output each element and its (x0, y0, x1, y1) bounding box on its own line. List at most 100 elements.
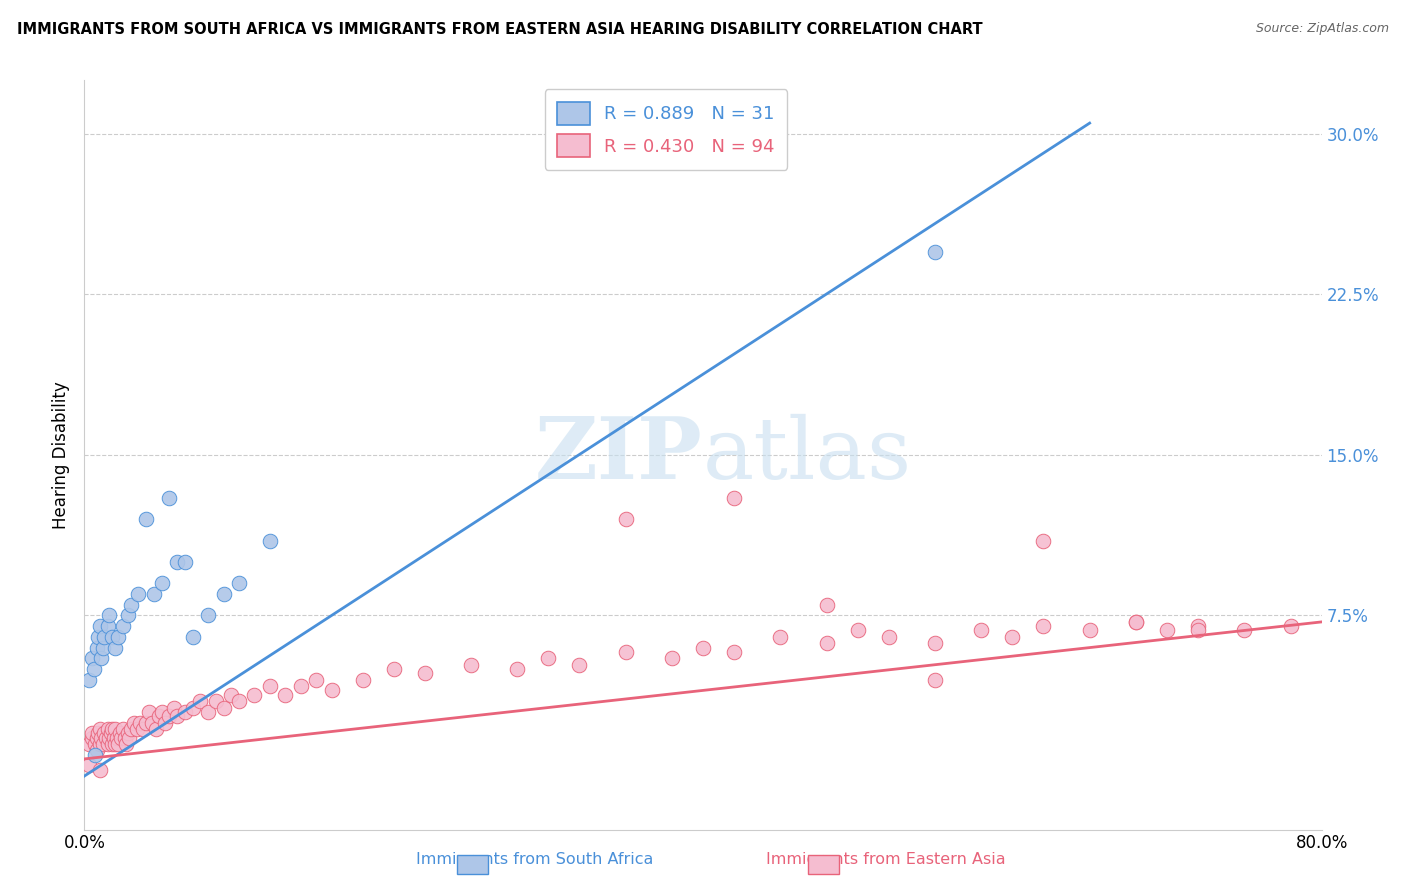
Point (87, 726, 110, 740)
Point (129, 715, 152, 730)
Point (159, 709, 180, 723)
Point (145, 722, 167, 736)
Point (243, 688, 266, 702)
Point (924, 244, 946, 259)
Point (188, 694, 211, 708)
Point (1125, 615, 1147, 629)
Point (150, 705, 173, 719)
Text: Immigrants from South Africa: Immigrants from South Africa (416, 852, 652, 867)
Point (132, 722, 155, 736)
Point (305, 673, 328, 687)
Point (181, 700, 204, 714)
Point (127, 587, 149, 601)
Point (98, 731, 121, 745)
Point (228, 694, 250, 708)
Point (135, 512, 157, 526)
Point (104, 640, 127, 655)
Point (228, 576, 250, 591)
Point (125, 722, 148, 736)
Point (1078, 624, 1101, 638)
Point (93, 726, 115, 740)
Point (163, 700, 186, 714)
Text: ZIP: ZIP (536, 413, 703, 497)
Point (112, 619, 135, 633)
Point (290, 679, 312, 693)
Point (96, 619, 118, 633)
Point (815, 636, 838, 650)
Point (537, 651, 560, 665)
Point (103, 731, 125, 745)
Point (614, 645, 637, 659)
Point (101, 737, 124, 751)
Point (143, 587, 166, 601)
Point (90, 731, 112, 745)
Point (846, 624, 869, 638)
Y-axis label: Hearing Disability: Hearing Disability (52, 381, 70, 529)
Point (107, 630, 129, 644)
Point (148, 709, 170, 723)
Text: Source: ZipAtlas.com: Source: ZipAtlas.com (1256, 22, 1389, 36)
Point (1001, 630, 1024, 644)
Point (91, 640, 114, 655)
Point (413, 666, 436, 681)
Point (382, 662, 405, 676)
Point (90, 651, 112, 665)
Point (159, 491, 180, 505)
Point (77, 737, 100, 751)
Point (83, 662, 105, 676)
Point (259, 533, 281, 548)
Point (86, 731, 108, 745)
Point (1187, 624, 1209, 638)
Point (274, 688, 297, 702)
Point (91, 737, 114, 751)
Point (89, 722, 111, 736)
Point (101, 722, 124, 736)
Point (87, 630, 110, 644)
Point (166, 555, 188, 569)
Point (141, 715, 163, 730)
Point (219, 688, 242, 702)
Point (120, 598, 142, 612)
Point (107, 737, 129, 751)
Point (197, 705, 219, 719)
Point (153, 715, 176, 730)
Point (1125, 615, 1147, 629)
Point (723, 491, 745, 505)
Point (815, 598, 838, 612)
Point (205, 694, 228, 708)
Point (259, 679, 281, 693)
Point (77, 673, 100, 687)
Point (118, 731, 141, 745)
Point (96, 722, 118, 736)
Point (1032, 619, 1054, 633)
Point (1279, 619, 1302, 633)
Point (138, 705, 160, 719)
Point (104, 737, 127, 751)
Point (723, 645, 745, 659)
Text: IMMIGRANTS FROM SOUTH AFRICA VS IMMIGRANTS FROM EASTERN ASIA HEARING DISABILITY : IMMIGRANTS FROM SOUTH AFRICA VS IMMIGRAN… (17, 22, 983, 37)
Point (122, 715, 145, 730)
Point (86, 640, 108, 655)
Point (104, 722, 127, 736)
Point (460, 657, 482, 672)
Point (877, 630, 900, 644)
Point (614, 512, 637, 526)
Point (970, 624, 993, 638)
Point (166, 709, 188, 723)
Point (114, 731, 136, 745)
Point (1233, 624, 1256, 638)
Point (100, 726, 122, 740)
Point (105, 731, 128, 745)
Point (117, 608, 139, 623)
Point (101, 630, 124, 644)
Point (924, 636, 946, 650)
Text: Immigrants from Eastern Asia: Immigrants from Eastern Asia (766, 852, 1005, 867)
Point (352, 673, 374, 687)
Point (94, 731, 117, 745)
Point (96, 737, 118, 751)
Point (212, 587, 235, 601)
Point (117, 726, 139, 740)
Point (115, 737, 138, 751)
Point (112, 722, 135, 736)
Point (82, 651, 104, 665)
